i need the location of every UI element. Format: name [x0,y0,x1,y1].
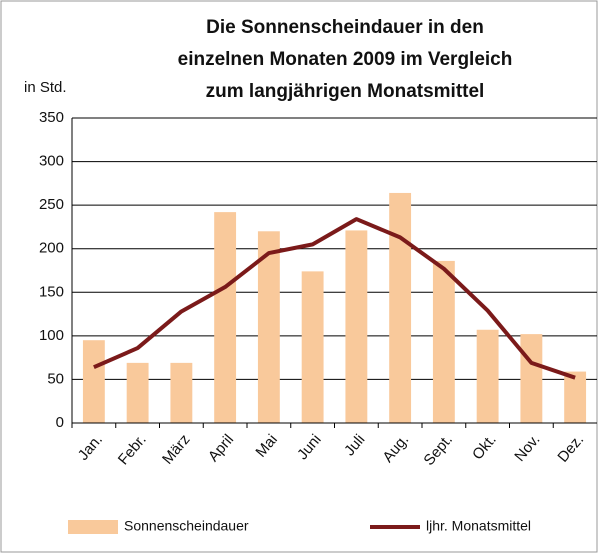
line [93,217,576,380]
x-tick-label: April [205,431,237,465]
chart-title: zum langjährigen Monatsmittel [206,81,485,102]
x-tick-label: Juli [341,431,368,459]
x-tick-label: Aug. [379,431,412,466]
bar [126,362,149,423]
bar [432,260,455,423]
x-tick-label: Dez. [554,431,587,466]
y-tick-label: 100 [39,327,64,344]
y-tick-label: 150 [39,283,64,300]
bar [389,192,412,423]
x-tick-label: Nov. [511,431,543,465]
bar [476,329,499,423]
bar [301,271,324,423]
legend-label: ljhr. Monatsmittel [426,518,531,534]
chart-title: Die Sonnenscheindauer in den [206,17,484,38]
chart-title: einzelnen Monaten 2009 im Vergleich [178,49,513,70]
bar [214,212,237,423]
bar [564,371,587,423]
x-tick-label: Jan. [75,431,106,464]
y-tick-label: 200 [39,240,64,257]
y-tick-label: 250 [39,196,64,213]
y-tick-label: 0 [56,414,64,431]
legend-label: Sonnenscheindauer [124,518,249,534]
bar [170,362,193,423]
y-axis-label: in Std. [24,79,67,96]
bar [520,334,543,423]
x-tick-label: Febr. [115,431,150,468]
x-tick-label: Juni [294,431,325,463]
bar [257,231,280,423]
bar [345,230,368,423]
legend-swatch [68,520,118,534]
y-tick-label: 300 [39,153,64,170]
bar [82,340,105,423]
x-tick-label: Mai [252,431,281,460]
y-tick-label: 350 [39,109,64,126]
x-tick-label: Sept. [420,431,456,469]
y-tick-label: 50 [47,370,64,387]
x-tick-label: Okt. [469,431,500,463]
x-tick-label: März [159,431,193,467]
